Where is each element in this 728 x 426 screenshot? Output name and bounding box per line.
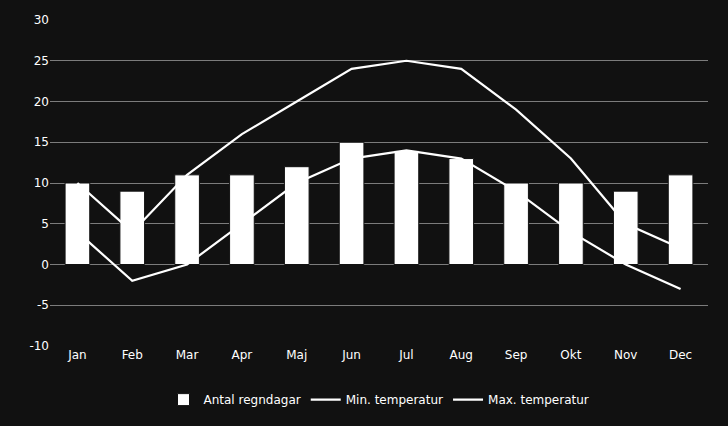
svg-text:Aug: Aug: [450, 348, 473, 362]
svg-text:Antal regndagar: Antal regndagar: [204, 393, 301, 407]
svg-text:25: 25: [34, 54, 49, 68]
svg-text:Maj: Maj: [286, 348, 307, 362]
svg-text:20: 20: [34, 95, 49, 109]
svg-text:10: 10: [34, 176, 49, 190]
svg-text:Mar: Mar: [176, 348, 199, 362]
svg-text:Okt: Okt: [560, 348, 581, 362]
svg-text:5: 5: [41, 217, 49, 231]
svg-text:Jul: Jul: [398, 348, 413, 362]
svg-text:Max. temperatur: Max. temperatur: [488, 393, 589, 407]
svg-text:-5: -5: [37, 298, 49, 312]
svg-text:Jun: Jun: [341, 348, 361, 362]
svg-text:15: 15: [34, 135, 49, 149]
svg-text:Feb: Feb: [122, 348, 143, 362]
svg-text:0: 0: [41, 258, 49, 272]
svg-text:Min. temperatur: Min. temperatur: [346, 393, 443, 407]
svg-text:-10: -10: [29, 339, 49, 353]
svg-text:30: 30: [34, 13, 49, 27]
svg-text:Dec: Dec: [669, 348, 692, 362]
svg-text:Apr: Apr: [232, 348, 253, 362]
svg-text:Jan: Jan: [67, 348, 87, 362]
svg-text:Sep: Sep: [505, 348, 528, 362]
svg-text:Nov: Nov: [614, 348, 637, 362]
